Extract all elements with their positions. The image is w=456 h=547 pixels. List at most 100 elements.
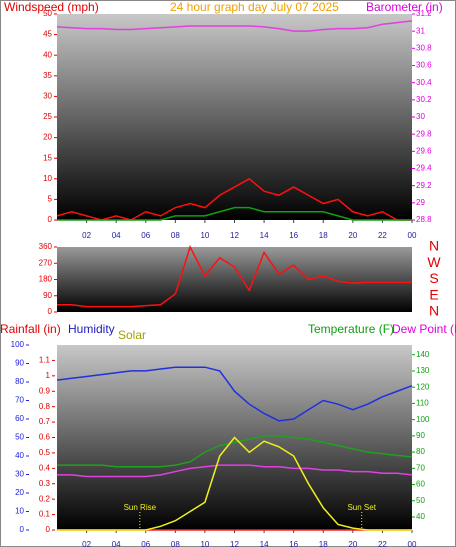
windspeed-label: Windspeed (mph) [4, 0, 99, 14]
x-tick-label: 02 [82, 231, 91, 240]
y-tick-label: 35 [43, 71, 52, 80]
y2-tick-label: 0.3 [39, 479, 51, 488]
plot-area [57, 247, 412, 312]
x-tick-label: 12 [230, 231, 239, 240]
y2-tick-label: 31 [416, 26, 425, 35]
y3-tick-label: 80 [416, 447, 425, 456]
y-tick-label: 0 [20, 525, 25, 534]
barometer-label: Barometer (in) [366, 0, 443, 14]
x-tick-label: 22 [378, 540, 387, 547]
y2-tick-label: 30.6 [416, 61, 432, 70]
y2-tick-label: 30.8 [416, 43, 432, 52]
x-tick-label: 14 [260, 231, 269, 240]
annotation-label: Sun Rise [124, 503, 157, 512]
y-tick-label: 30 [15, 470, 24, 479]
temperature-label: Temperature (F) [308, 322, 394, 336]
y3-tick-label: 50 [416, 496, 425, 505]
compass-label: N [429, 303, 439, 319]
dewpoint-label: Dew Point (F) [392, 322, 456, 336]
y2-tick-label: 29.6 [416, 146, 432, 155]
y2-tick-label: 0.9 [39, 386, 51, 395]
y2-tick-label: 29.8 [416, 129, 432, 138]
y-tick-label: 80 [15, 377, 24, 386]
y3-tick-label: 130 [416, 366, 430, 375]
annotation-label: Sun Set [347, 503, 376, 512]
y-tick-label: 180 [39, 275, 53, 284]
y-tick-label: 15 [43, 153, 52, 162]
x-tick-label: 08 [171, 231, 180, 240]
y-tick-label: 0 [48, 215, 53, 224]
y2-tick-label: 28.8 [416, 215, 432, 224]
y3-tick-label: 40 [416, 512, 425, 521]
plot-area [57, 14, 412, 220]
x-tick-label: 02 [82, 540, 91, 547]
x-tick-label: 06 [141, 540, 150, 547]
y2-tick-label: 29 [416, 198, 425, 207]
y2-tick-label: 0.1 [39, 510, 51, 519]
y-tick-label: 5 [48, 195, 53, 204]
y-tick-label: 360 [39, 242, 53, 251]
y-tick-label: 60 [15, 414, 24, 423]
x-tick-label: 22 [378, 231, 387, 240]
y-tick-label: 100 [11, 340, 25, 349]
y2-tick-label: 0.7 [39, 417, 51, 426]
y-tick-label: 50 [15, 433, 24, 442]
compass-label: W [427, 254, 441, 270]
series-line [57, 245, 412, 308]
y2-tick-label: 29.2 [416, 181, 432, 190]
y2-tick-label: 30.2 [416, 95, 432, 104]
y-tick-label: 40 [43, 50, 52, 59]
y2-tick-label: 29.4 [416, 164, 432, 173]
x-tick-label: 16 [289, 231, 298, 240]
y2-tick-label: 0.4 [39, 463, 51, 472]
y2-tick-label: 0.2 [39, 494, 51, 503]
x-tick-label: 08 [171, 540, 180, 547]
y-tick-label: 40 [15, 451, 24, 460]
series-line [56, 20, 413, 32]
y-tick-label: 20 [43, 133, 52, 142]
x-tick-label: 04 [112, 540, 121, 547]
y-tick-label: 10 [43, 174, 52, 183]
y2-tick-label: 30.4 [416, 78, 432, 87]
y3-tick-label: 90 [416, 431, 425, 440]
y3-tick-label: 70 [416, 463, 425, 472]
y-tick-label: 50 [43, 9, 52, 18]
x-tick-label: 18 [319, 231, 328, 240]
y-tick-label: 20 [15, 488, 24, 497]
y-tick-label: 10 [15, 507, 24, 516]
series-line [57, 206, 412, 221]
x-tick-label: 00 [408, 540, 417, 547]
series-line [57, 435, 413, 468]
x-tick-label: 14 [260, 540, 269, 547]
y-tick-label: 270 [39, 258, 53, 267]
rainfall-label: Rainfall (in) [0, 322, 61, 336]
x-tick-label: 06 [141, 231, 150, 240]
y3-tick-label: 110 [416, 399, 429, 408]
y-tick-label: 45 [43, 30, 52, 39]
y2-tick-label: 0.6 [39, 433, 51, 442]
compass-label: E [429, 286, 438, 302]
series-line [56, 366, 413, 422]
y-tick-label: 30 [43, 92, 52, 101]
y3-tick-label: 100 [416, 415, 430, 424]
y3-tick-label: 60 [416, 480, 425, 489]
compass-label: N [429, 238, 439, 254]
x-tick-label: 20 [348, 540, 357, 547]
solar-label: Solar [118, 328, 146, 342]
y-tick-label: 90 [43, 291, 52, 300]
series-line [56, 177, 412, 221]
y2-tick-label: 1 [46, 371, 51, 380]
y2-tick-label: 0.5 [39, 448, 51, 457]
chart-title: 24 hour graph day July 07 2025 [170, 0, 339, 14]
x-tick-label: 10 [200, 540, 209, 547]
y-tick-label: 90 [15, 359, 24, 368]
x-tick-label: 12 [230, 540, 239, 547]
x-tick-label: 16 [289, 540, 298, 547]
y3-tick-label: 140 [416, 350, 430, 359]
series-line [57, 436, 412, 531]
y-tick-label: 70 [15, 396, 24, 405]
y-tick-label: 25 [43, 112, 52, 121]
x-tick-label: 18 [319, 540, 328, 547]
y3-tick-label: 120 [416, 382, 430, 391]
